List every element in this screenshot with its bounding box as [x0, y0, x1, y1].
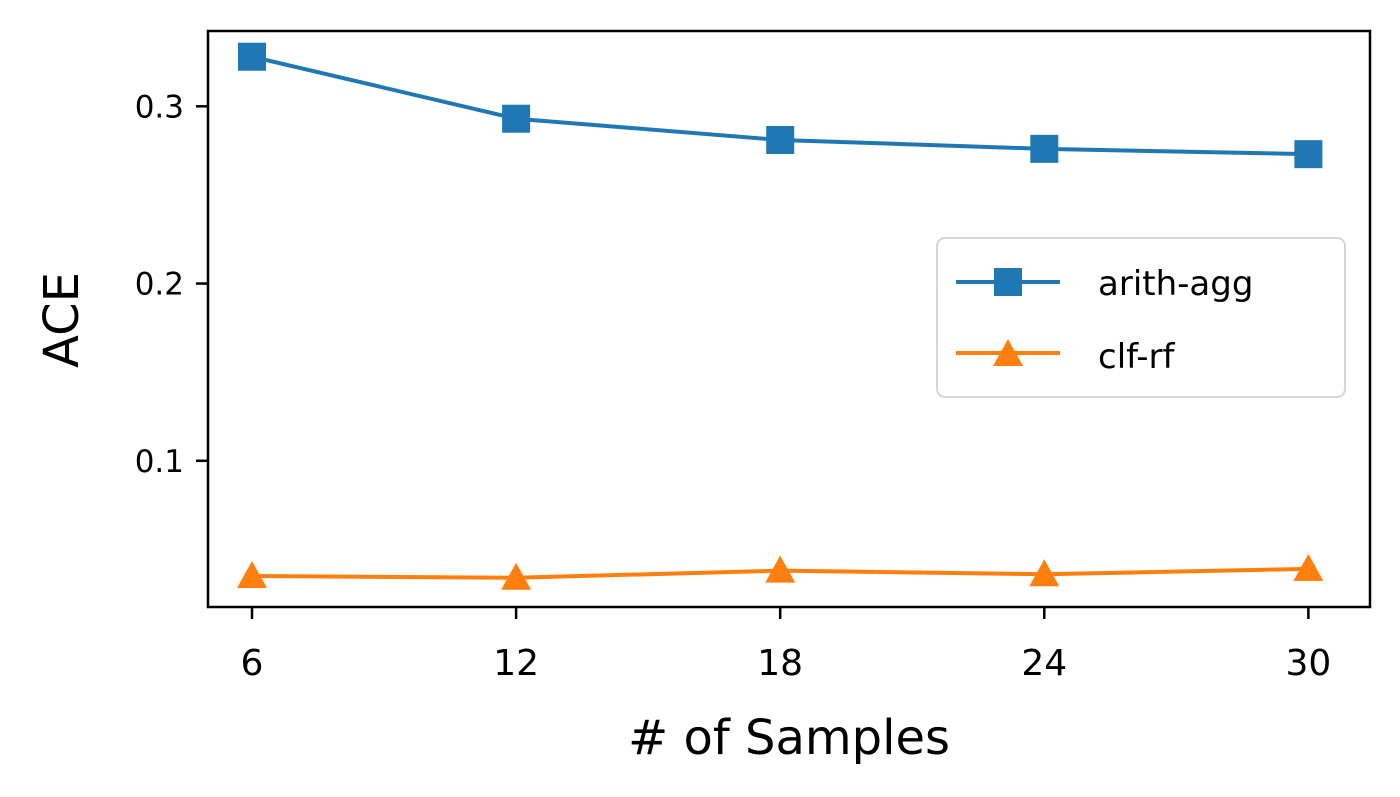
legend-marker-arith-agg — [994, 268, 1022, 296]
legend-label-arith-agg: arith-agg — [1098, 264, 1253, 304]
data-point-clf-rf — [765, 555, 796, 583]
x-tick-label: 24 — [1021, 643, 1067, 684]
data-point-arith-agg — [1294, 140, 1323, 169]
data-point-clf-rf — [1293, 553, 1324, 581]
y-tick-label: 0.2 — [135, 267, 184, 303]
data-point-arith-agg — [238, 42, 267, 71]
data-point-clf-rf — [237, 560, 268, 588]
y-axis-label: ACE — [34, 272, 90, 368]
plot-frame — [206, 29, 1372, 609]
legend-marker-clf-rf — [993, 339, 1023, 366]
data-point-clf-rf — [1029, 559, 1060, 587]
x-tick-label: 18 — [757, 643, 803, 684]
x-tick-label: 30 — [1285, 643, 1331, 684]
y-tick-label: 0.3 — [135, 89, 184, 125]
data-point-arith-agg — [766, 125, 795, 154]
ticks-layer: 6 12 18 24 30 0.1 0.2 0.3 — [135, 89, 1332, 684]
x-tick-label: 12 — [493, 643, 539, 684]
y-tick-label: 0.1 — [135, 444, 184, 480]
legend: arith-agg clf-rf — [936, 237, 1346, 398]
x-axis-label: # of Samples — [628, 710, 950, 766]
data-point-arith-agg — [502, 104, 531, 133]
data-point-clf-rf — [501, 562, 532, 590]
data-point-arith-agg — [1030, 134, 1059, 163]
series-layer — [237, 42, 1324, 590]
legend-frame — [936, 237, 1346, 398]
x-tick-label: 6 — [241, 643, 264, 684]
legend-label-clf-rf: clf-rf — [1098, 337, 1175, 377]
